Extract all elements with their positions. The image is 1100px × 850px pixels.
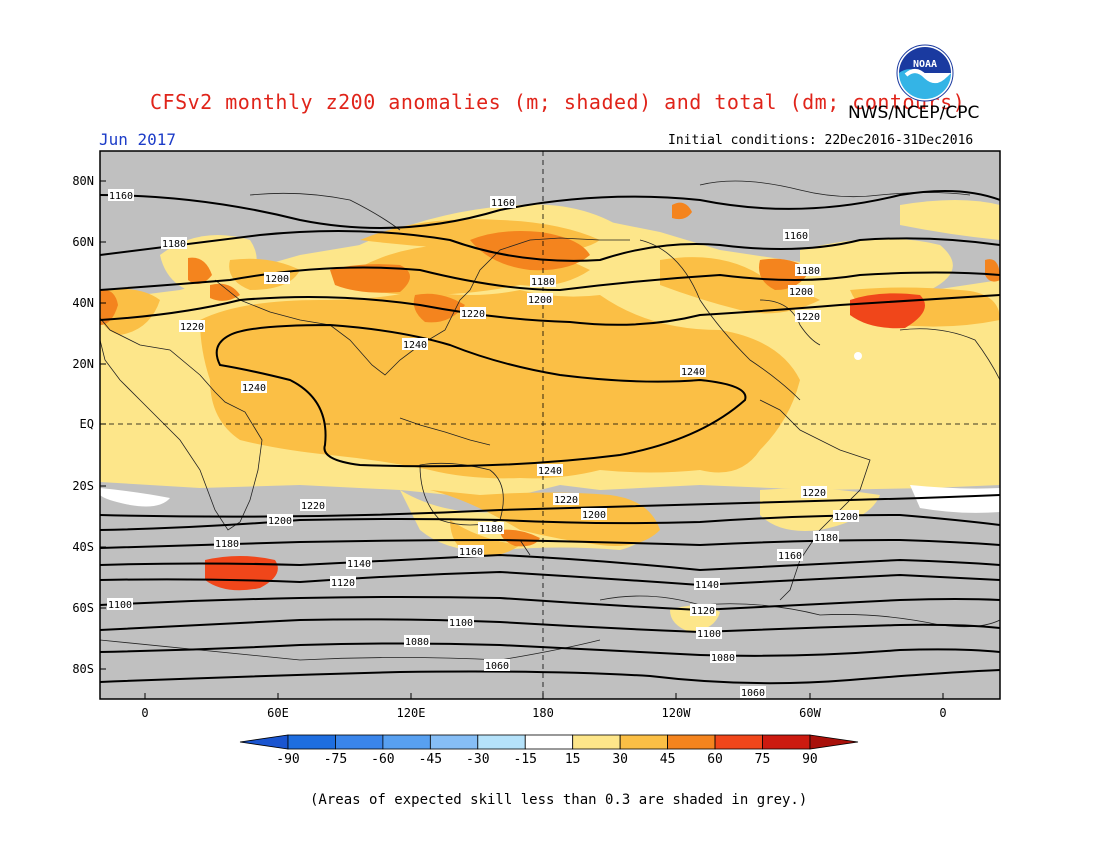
- skill-footnote: (Areas of expected skill less than 0.3 a…: [310, 792, 808, 808]
- colorbar-cell: [382, 734, 431, 750]
- colorbar-label: 75: [755, 752, 771, 767]
- contour-label: 1200: [834, 512, 858, 523]
- lat-label: 60S: [72, 601, 94, 615]
- lon-label: 60E: [267, 706, 289, 720]
- contour-label: 1220: [802, 488, 826, 499]
- colorbar-cell: [335, 734, 384, 750]
- noaa-logo-icon: NOAA: [896, 44, 954, 102]
- colorbar-label: -15: [514, 752, 537, 767]
- lat-label: 20S: [72, 479, 94, 493]
- logo-text: NOAA: [913, 59, 937, 70]
- colorbar-label: 45: [660, 752, 676, 767]
- agency-label: NWS/NCEP/CPC: [848, 103, 980, 123]
- lat-label: 20N: [72, 357, 94, 371]
- contour-label: 1220: [461, 309, 485, 320]
- contour-label: 1220: [301, 501, 325, 512]
- contour-label: 1180: [162, 239, 186, 250]
- contour-label: 1200: [268, 516, 292, 527]
- contour-label: 1200: [582, 510, 606, 521]
- axis-ticks: [100, 180, 944, 699]
- contour-label: 1100: [449, 618, 473, 629]
- contour-label: 1200: [528, 295, 552, 306]
- colorbar-label: -30: [466, 752, 489, 767]
- colorbar-cell: [667, 734, 716, 750]
- contour-label: 1160: [491, 198, 515, 209]
- lon-label: 120W: [662, 706, 692, 720]
- forecast-month: Jun 2017: [99, 130, 177, 149]
- colorbar-cell: [287, 734, 336, 750]
- contour-label: 1120: [331, 578, 355, 589]
- lat-label: 60N: [72, 235, 94, 249]
- colorbar-label: 60: [707, 752, 723, 767]
- initial-conditions: Initial conditions: 22Dec2016-31Dec2016: [668, 133, 974, 148]
- contour-label: 1100: [108, 600, 132, 611]
- contour-label: 1140: [695, 580, 719, 591]
- contour-label: 1180: [814, 533, 838, 544]
- contour-labels: 1160 1160 1180 1200 1220 1240 1240 1240 …: [107, 189, 859, 699]
- lon-label: 0: [141, 706, 148, 720]
- contour-label: 1160: [778, 551, 802, 562]
- lat-label: EQ: [80, 417, 94, 431]
- contour-label: 1100: [697, 629, 721, 640]
- contour-label: 1240: [681, 367, 705, 378]
- map-title: CFSv2 monthly z200 anomalies (m; shaded)…: [150, 90, 966, 114]
- colorbar-cell: [477, 734, 526, 750]
- contour-label: 1180: [479, 524, 503, 535]
- colorbar-label: -60: [371, 752, 394, 767]
- contour-label: 1240: [242, 383, 266, 394]
- colorbar-cell: [524, 734, 574, 750]
- contour-label: 1120: [691, 606, 715, 617]
- colorbar-low-arrow: [239, 734, 289, 750]
- colorbar-high-arrow: [809, 734, 859, 750]
- contour-label: 1180: [531, 277, 555, 288]
- lon-label: 180: [532, 706, 554, 720]
- contour-label: 1240: [538, 466, 562, 477]
- contour-label: 1220: [180, 322, 204, 333]
- contour-label: 1160: [459, 547, 483, 558]
- contour-label: 1060: [485, 661, 509, 672]
- contour-label: 1180: [796, 266, 820, 277]
- lat-label: 40S: [72, 540, 94, 554]
- contour-label: 1060: [741, 688, 765, 699]
- colorbar-label: -45: [419, 752, 442, 767]
- lat-label: 80N: [72, 174, 94, 188]
- lon-label: 120E: [397, 706, 426, 720]
- shaded-anomaly-field: [100, 151, 1000, 699]
- colorbar-label: 15: [565, 752, 581, 767]
- lat-label: 80S: [72, 662, 94, 676]
- contour-label: 1180: [215, 539, 239, 550]
- contour-label: 1220: [796, 312, 820, 323]
- colorbar-label: 90: [802, 752, 818, 767]
- contour-label: 1240: [403, 340, 427, 351]
- contour-label: 1220: [554, 495, 578, 506]
- colorbar-cell: [619, 734, 669, 750]
- colorbar-cell: [429, 734, 479, 750]
- contour-label: 1200: [265, 274, 289, 285]
- contour-label: 1160: [109, 191, 133, 202]
- map-frame: [99, 150, 1001, 700]
- contour-label: 1200: [789, 287, 813, 298]
- lat-label: 40N: [72, 296, 94, 310]
- colorbar-cell: [714, 734, 763, 750]
- contour-label: 1140: [347, 559, 371, 570]
- lon-label: 60W: [799, 706, 821, 720]
- lon-label: 0: [939, 706, 946, 720]
- colorbar-label: -75: [324, 752, 347, 767]
- colorbar-cell: [572, 734, 621, 750]
- colorbar-cell: [762, 734, 811, 750]
- colorbar-label: 30: [612, 752, 628, 767]
- contour-label: 1160: [784, 231, 808, 242]
- geopotential-contours: [100, 190, 1000, 685]
- colorbar: -90 -75 -60 -45 -30 -15 15 30 45 60 75 90: [239, 734, 859, 767]
- contour-label: 1080: [711, 653, 735, 664]
- colorbar-label: -90: [276, 752, 299, 767]
- contour-label: 1080: [405, 637, 429, 648]
